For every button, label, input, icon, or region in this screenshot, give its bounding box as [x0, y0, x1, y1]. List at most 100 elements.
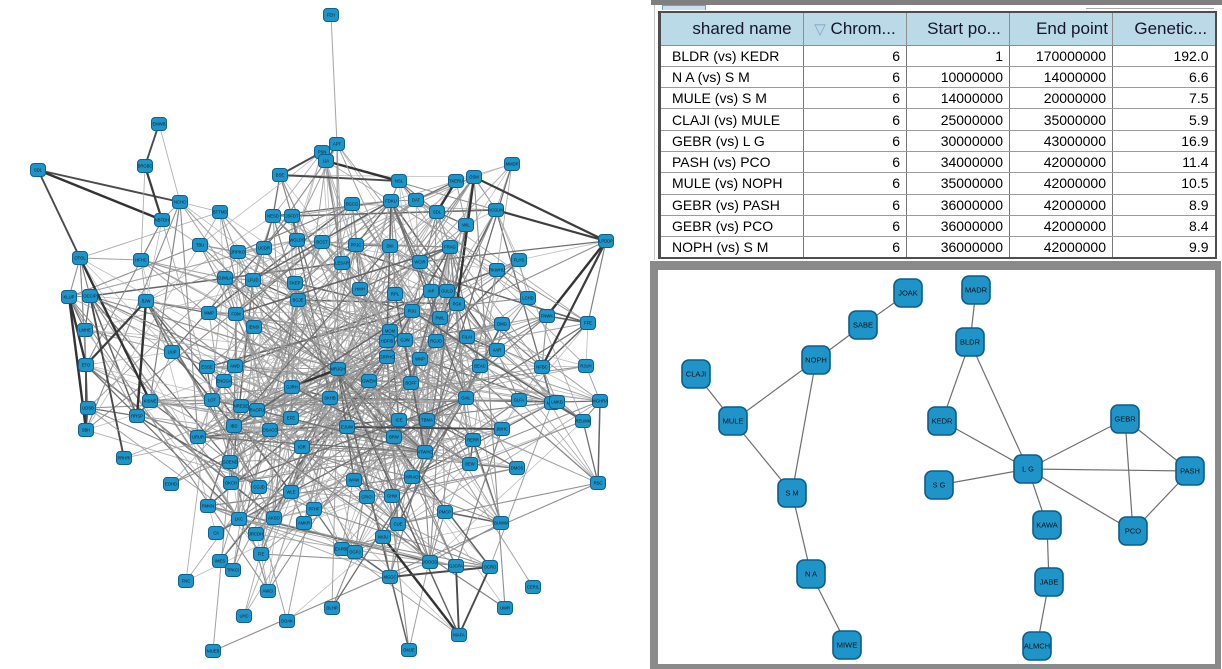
svg-text:SKHB: SKHB	[324, 396, 336, 401]
svg-text:OKCH: OKCH	[225, 481, 237, 486]
svg-text:UUP: UUP	[168, 350, 177, 355]
svg-text:LOT: LOT	[208, 398, 217, 403]
svg-text:SBH: SBH	[82, 428, 91, 433]
svg-text:PPJC: PPJC	[351, 243, 362, 248]
svg-text:TKERU: TKERU	[449, 179, 463, 184]
svg-text:LMKD: LMKD	[551, 400, 563, 405]
svg-text:OAIL: OAIL	[461, 396, 471, 401]
svg-text:KLUP: KLUP	[64, 295, 75, 300]
svg-text:DMG: DMG	[497, 322, 507, 327]
svg-text:NRESE: NRESE	[234, 404, 249, 409]
svg-text:BRGBC: BRGBC	[138, 164, 153, 169]
svg-text:GOEND: GOEND	[222, 460, 237, 465]
svg-text:LCHD: LCHD	[522, 296, 533, 301]
svg-text:WIL: WIL	[462, 223, 470, 228]
svg-text:PSN: PSN	[318, 150, 327, 155]
svg-text:RPL: RPL	[391, 292, 400, 297]
svg-text:MRJGH: MRJGH	[331, 367, 346, 372]
svg-text:CPICI: CPICI	[361, 495, 372, 500]
svg-text:S M: S M	[785, 489, 798, 498]
svg-text:OSACO: OSACO	[262, 428, 278, 433]
svg-text:MADR: MADR	[965, 286, 988, 295]
svg-text:BGJE: BGJE	[293, 298, 304, 303]
svg-text:RSC: RSC	[594, 481, 603, 486]
svg-text:EJUW: EJUW	[341, 425, 353, 430]
svg-text:IWJU: IWJU	[378, 535, 388, 540]
svg-text:FEH: FEH	[327, 13, 335, 18]
svg-text:BEAC: BEAC	[474, 364, 485, 369]
svg-text:GHW: GHW	[387, 494, 397, 499]
svg-text:RRSP: RRSP	[131, 414, 143, 419]
svg-text:GLFA: GLFA	[514, 398, 525, 403]
svg-text:GULO: GULO	[441, 289, 454, 294]
svg-text:SDL: SDL	[433, 210, 442, 215]
svg-text:MOM: MOM	[385, 329, 396, 334]
svg-text:IJA: IJA	[323, 159, 329, 164]
svg-text:UWR: UWR	[500, 606, 510, 611]
svg-text:AWCI: AWCI	[263, 589, 274, 594]
svg-text:FKEP: FKEP	[290, 281, 301, 286]
svg-text:AWD: AWD	[230, 364, 240, 369]
svg-text:NSL: NSL	[395, 179, 404, 184]
svg-text:FDKU: FDKU	[385, 199, 396, 204]
svg-text:LFUD: LFUD	[248, 278, 259, 283]
svg-text:WAW: WAW	[349, 478, 359, 483]
svg-text:CUE: CUE	[394, 522, 403, 527]
svg-text:OJMLA: OJMLA	[218, 276, 232, 281]
svg-text:AAR: AAR	[493, 348, 502, 353]
svg-text:OMJE: OMJE	[403, 648, 415, 653]
svg-text:MGGC: MGGC	[383, 575, 396, 580]
svg-text:SABE: SABE	[853, 321, 873, 330]
svg-text:IMES: IMES	[215, 559, 225, 564]
svg-text:WGLDS: WGLDS	[289, 238, 305, 243]
svg-text:TBU: TBU	[196, 243, 204, 248]
svg-text:EFE: EFE	[287, 416, 295, 421]
svg-text:CLAJI: CLAJI	[686, 370, 706, 379]
svg-text:GJW: GJW	[400, 338, 409, 343]
svg-text:TPKCI: TPKCI	[227, 568, 239, 573]
svg-text:DGPJ: DGPJ	[349, 550, 360, 555]
svg-text:OCCIP: OCCIP	[83, 294, 96, 299]
svg-text:GRPHO: GRPHO	[379, 355, 395, 360]
svg-text:BTTMB: BTTMB	[213, 210, 227, 215]
svg-text:MIWE: MIWE	[837, 641, 857, 650]
svg-text:REUMK: REUMK	[575, 419, 590, 424]
svg-text:URUR: URUR	[192, 435, 204, 440]
svg-text:ICE: ICE	[396, 418, 403, 423]
svg-text:UCDR: UCDR	[258, 246, 270, 251]
svg-text:DLHP: DLHP	[326, 606, 337, 611]
svg-text:HPIAO: HPIAO	[405, 475, 419, 480]
svg-text:RGJO: RGJO	[430, 339, 442, 344]
svg-text:EMWB: EMWB	[152, 122, 165, 127]
svg-text:LESAR: LESAR	[335, 261, 349, 266]
svg-text:DAT: DAT	[412, 198, 421, 203]
svg-text:WCIR: WCIR	[414, 260, 425, 265]
svg-text:NBTDH: NBTDH	[155, 218, 169, 223]
svg-text:OCRO: OCRO	[484, 565, 497, 570]
svg-text:NIUEB: NIUEB	[207, 649, 220, 654]
svg-text:NOPH: NOPH	[805, 356, 827, 365]
svg-text:ACGUM: ACGUM	[488, 208, 504, 213]
svg-text:FFE: FFE	[584, 321, 592, 326]
svg-text:DMOS: DMOS	[511, 466, 524, 471]
svg-text:UDSB: UDSB	[82, 406, 94, 411]
svg-text:JRCDH: JRCDH	[249, 532, 263, 537]
svg-text:LKC: LKC	[235, 517, 243, 522]
svg-text:JSFDT: JSFDT	[285, 214, 298, 219]
svg-text:BOFF: BOFF	[405, 381, 417, 386]
svg-text:NCHC: NCHC	[174, 200, 186, 205]
svg-text:FOM: FOM	[231, 312, 241, 317]
svg-text:PCO: PCO	[1125, 527, 1141, 536]
svg-text:ESSE: ESSE	[201, 365, 212, 370]
svg-text:HMH: HMH	[355, 287, 365, 292]
svg-text:ATWHC: ATWHC	[417, 450, 432, 455]
svg-text:IENSI: IENSI	[249, 325, 260, 330]
svg-text:JOOOD: JOOOD	[423, 560, 438, 565]
svg-text:GJCPA: GJCPA	[449, 564, 463, 569]
svg-text:MULE: MULE	[723, 417, 744, 426]
svg-text:BCST: BCST	[316, 240, 328, 245]
svg-text:PUU: PUU	[408, 309, 417, 314]
svg-text:NFBC: NFBC	[536, 365, 547, 370]
svg-text:JABE: JABE	[1040, 578, 1059, 587]
svg-text:GWEM: GWEM	[362, 379, 376, 384]
